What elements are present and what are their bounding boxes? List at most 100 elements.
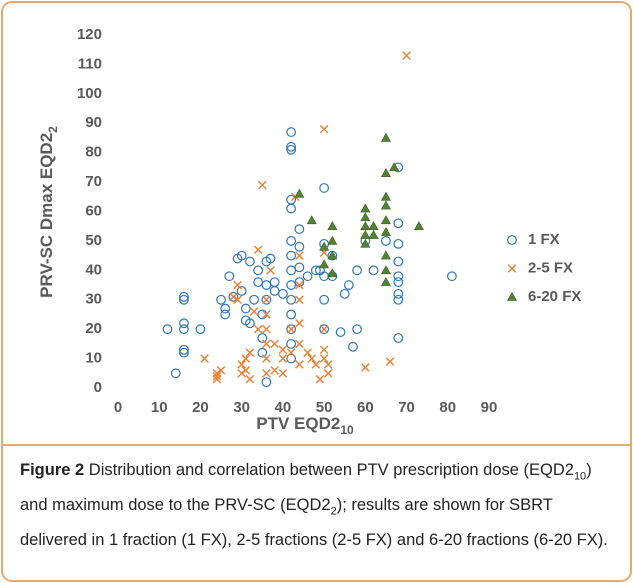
point bbox=[361, 363, 370, 372]
point bbox=[380, 226, 391, 236]
point bbox=[237, 360, 246, 369]
point bbox=[262, 295, 271, 305]
point bbox=[257, 180, 267, 190]
x-tick-label: 20 bbox=[192, 399, 209, 416]
point bbox=[380, 168, 391, 178]
point bbox=[233, 280, 242, 290]
point bbox=[240, 303, 251, 314]
x-tick-label: 10 bbox=[151, 399, 168, 416]
point bbox=[303, 348, 312, 357]
point bbox=[228, 291, 239, 302]
y-label-sub: 2 bbox=[46, 126, 60, 133]
x-tick-label: 50 bbox=[316, 399, 333, 416]
y-axis-label: PRV-SC Dmax EQD22 bbox=[37, 126, 60, 298]
point bbox=[286, 236, 297, 246]
point bbox=[262, 368, 271, 378]
point bbox=[236, 286, 247, 296]
point bbox=[307, 354, 317, 363]
legend-marker bbox=[507, 235, 517, 245]
point bbox=[286, 203, 297, 214]
point bbox=[253, 324, 263, 334]
point bbox=[295, 280, 304, 290]
legend-label: 6-20 FX bbox=[528, 288, 581, 305]
point bbox=[179, 344, 189, 355]
point bbox=[286, 144, 297, 155]
point bbox=[286, 324, 296, 334]
point bbox=[220, 309, 231, 320]
point bbox=[360, 221, 371, 231]
y-tick-label: 50 bbox=[85, 232, 102, 249]
point bbox=[393, 256, 404, 267]
point bbox=[278, 368, 288, 378]
point bbox=[393, 294, 404, 305]
caption-sub: 10 bbox=[573, 470, 587, 483]
y-tick-label: 110 bbox=[78, 55, 102, 72]
point bbox=[393, 218, 404, 229]
point bbox=[294, 241, 305, 252]
y-tick-label: 0 bbox=[94, 379, 102, 396]
point bbox=[286, 265, 297, 276]
point bbox=[295, 339, 304, 349]
point bbox=[368, 221, 379, 231]
y-tick-label: 70 bbox=[85, 173, 102, 190]
point bbox=[200, 354, 209, 363]
point bbox=[413, 221, 424, 231]
point bbox=[315, 374, 325, 384]
point bbox=[286, 294, 297, 305]
point bbox=[249, 294, 259, 305]
point bbox=[380, 132, 391, 142]
point bbox=[278, 345, 288, 355]
point bbox=[241, 354, 251, 363]
point bbox=[380, 191, 391, 201]
point bbox=[286, 250, 297, 261]
point bbox=[249, 307, 259, 316]
caption-text: ) and maximum dose to the PRV-SC (EQD2 bbox=[20, 461, 592, 514]
point bbox=[335, 327, 346, 338]
y-tick-label: 90 bbox=[85, 114, 102, 131]
point bbox=[253, 265, 264, 276]
point bbox=[253, 277, 264, 288]
point bbox=[381, 236, 391, 246]
caption: Figure 2 Distribution and correlation be… bbox=[20, 456, 616, 554]
point bbox=[360, 229, 371, 239]
point bbox=[262, 339, 271, 349]
point bbox=[266, 266, 275, 275]
point bbox=[327, 221, 338, 231]
point bbox=[162, 324, 173, 335]
point bbox=[224, 271, 235, 282]
point bbox=[343, 280, 354, 290]
y-tick-label: 100 bbox=[77, 85, 102, 102]
point bbox=[257, 333, 268, 343]
point bbox=[393, 271, 404, 282]
point bbox=[212, 371, 222, 381]
point bbox=[380, 215, 391, 225]
point bbox=[179, 318, 189, 329]
y-tick-label: 120 bbox=[77, 26, 102, 43]
point bbox=[380, 265, 391, 275]
point bbox=[380, 200, 391, 210]
legend-marker bbox=[507, 264, 517, 273]
point bbox=[179, 294, 189, 305]
point bbox=[295, 295, 304, 305]
point bbox=[286, 348, 296, 357]
point bbox=[286, 324, 297, 335]
point bbox=[286, 141, 297, 152]
point bbox=[319, 124, 329, 134]
point bbox=[270, 366, 279, 375]
point bbox=[245, 256, 255, 267]
x-label-text: PTV EQD2 bbox=[256, 414, 340, 433]
point bbox=[179, 347, 189, 358]
x-tick-label: 90 bbox=[481, 399, 498, 416]
point bbox=[245, 374, 255, 384]
point bbox=[360, 203, 371, 213]
point bbox=[319, 183, 330, 193]
caption-text: Distribution and correlation between PTV… bbox=[84, 461, 574, 479]
point bbox=[233, 295, 242, 305]
point bbox=[245, 318, 255, 329]
y-tick-label: 20 bbox=[85, 320, 102, 337]
point bbox=[261, 294, 272, 305]
point bbox=[327, 250, 338, 260]
point bbox=[447, 271, 457, 282]
